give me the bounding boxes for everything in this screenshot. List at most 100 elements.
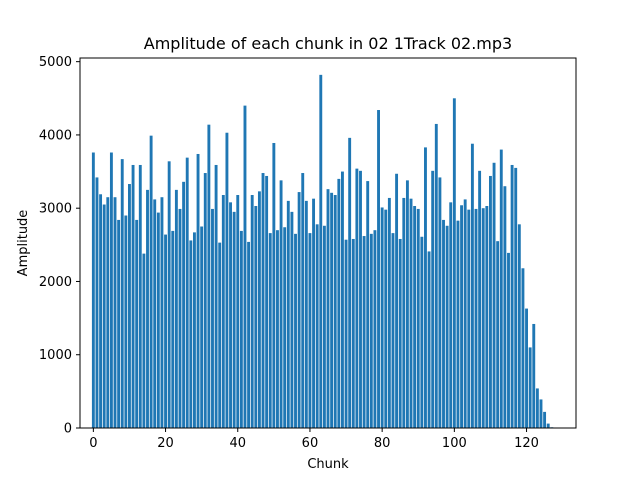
bar-chunk-82 — [387, 197, 391, 428]
y-axis-label: Amplitude — [16, 210, 31, 277]
bar-chunk-98 — [445, 225, 449, 428]
bar-chunk-99 — [449, 202, 453, 428]
bar-chunk-44 — [250, 195, 254, 428]
bar-chunk-72 — [351, 238, 355, 428]
bar-chunk-80 — [380, 207, 384, 428]
bar-chunk-66 — [330, 192, 334, 428]
bar-chunk-70 — [344, 239, 348, 428]
bar-chunk-88 — [409, 198, 413, 428]
bar-chunk-39 — [232, 211, 236, 428]
bar-chunk-6 — [113, 197, 117, 428]
x-tick-label: 40 — [229, 436, 246, 451]
bar-chunk-117 — [514, 167, 518, 428]
bar-chunk-119 — [521, 268, 525, 428]
bar-chunk-109 — [485, 206, 489, 428]
bar-chunk-58 — [301, 173, 305, 428]
y-axis-ticks: 0 1000 2000 3000 4000 5000 — [39, 55, 80, 437]
bar-chunk-97 — [442, 219, 445, 428]
bar-chunk-112 — [496, 241, 500, 428]
bar-chunk-91 — [420, 236, 424, 428]
bar-chunk-103 — [463, 199, 467, 428]
bar-chunk-13 — [138, 164, 142, 428]
bar-chunk-92 — [424, 147, 427, 428]
bar-chunk-104 — [467, 209, 471, 428]
bar-chunk-102 — [460, 205, 464, 428]
bar-chunk-37 — [225, 132, 229, 429]
y-tick-label: 2000 — [39, 275, 72, 290]
bar-chunk-19 — [160, 197, 164, 428]
bar-chunk-74 — [359, 170, 362, 428]
bar-chunk-24 — [178, 208, 182, 428]
bar-chunk-11 — [131, 164, 135, 428]
bar-chunk-111 — [492, 162, 496, 428]
bar-chunk-78 — [373, 230, 377, 428]
bar-chunk-53 — [283, 227, 287, 428]
bar-chunk-17 — [153, 199, 157, 428]
bar-chunk-67 — [333, 195, 337, 428]
bar-chunk-113 — [499, 149, 503, 428]
bar-chunk-5 — [109, 152, 113, 428]
bar-chunk-20 — [164, 234, 167, 428]
x-axis-ticks: 0 20 40 60 80 100 120 — [89, 428, 539, 451]
bar-chunk-0 — [91, 152, 95, 428]
bar-chunk-30 — [200, 226, 204, 428]
bar-chunk-79 — [377, 110, 380, 429]
bars-group — [91, 74, 554, 429]
bar-chunk-122 — [532, 323, 536, 428]
bar-chunk-25 — [182, 181, 186, 428]
bar-chunk-54 — [286, 200, 290, 428]
y-tick-label: 5000 — [39, 55, 72, 70]
bar-chunk-52 — [279, 180, 283, 428]
bar-chunk-23 — [174, 189, 178, 428]
y-tick-label: 0 — [64, 422, 72, 437]
y-tick-label: 3000 — [39, 202, 72, 217]
bar-chunk-16 — [149, 135, 153, 428]
bar-chunk-36 — [221, 195, 225, 428]
bar-chunk-9 — [124, 215, 128, 428]
bar-chunk-56 — [294, 233, 297, 428]
bar-chunk-100 — [452, 98, 456, 429]
bar-chunk-12 — [135, 219, 139, 428]
bar-chunk-125 — [543, 411, 547, 428]
bar-chunk-49 — [268, 233, 272, 428]
bar-chunk-69 — [341, 171, 344, 428]
bar-chunk-118 — [517, 224, 521, 428]
bar-chunk-7 — [117, 219, 121, 428]
bar-chunk-123 — [535, 388, 539, 428]
bar-chunk-41 — [239, 230, 243, 428]
bar-chunk-47 — [261, 173, 265, 428]
bar-chunk-15 — [146, 189, 149, 428]
y-tick-label: 4000 — [39, 128, 72, 143]
bar-chunk-85 — [398, 238, 402, 428]
bar-chunk-105 — [470, 143, 474, 428]
bar-chunk-124 — [539, 399, 543, 428]
bar-chunk-1 — [95, 177, 99, 428]
bar-chunk-33 — [211, 208, 214, 428]
bar-chunk-76 — [366, 181, 370, 428]
bar-chunk-110 — [489, 175, 492, 428]
bar-chunk-62 — [315, 224, 319, 428]
bar-chunk-73 — [355, 168, 359, 428]
bar-chunk-115 — [507, 252, 510, 428]
bar-chunk-107 — [478, 170, 482, 428]
bar-chunk-40 — [236, 195, 240, 428]
bar-chunk-2 — [99, 194, 103, 428]
bar-chunk-94 — [431, 170, 435, 428]
bar-chunk-71 — [348, 137, 352, 429]
bar-chunk-89 — [413, 206, 417, 428]
bar-chunk-65 — [326, 189, 330, 428]
bar-chunk-34 — [214, 164, 218, 428]
bar-chunk-35 — [218, 242, 222, 428]
y-tick-label: 1000 — [39, 348, 72, 363]
x-tick-label: 20 — [157, 436, 174, 451]
bar-chunk-95 — [434, 123, 438, 428]
x-tick-label: 120 — [514, 436, 539, 451]
x-tick-label: 0 — [89, 436, 97, 451]
bar-chunk-126 — [546, 423, 550, 428]
bar-chunk-32 — [207, 124, 211, 429]
bar-chunk-68 — [337, 178, 341, 428]
bar-chunk-87 — [405, 180, 409, 428]
bar-chunk-75 — [362, 236, 366, 428]
bar-chunk-57 — [297, 192, 301, 428]
